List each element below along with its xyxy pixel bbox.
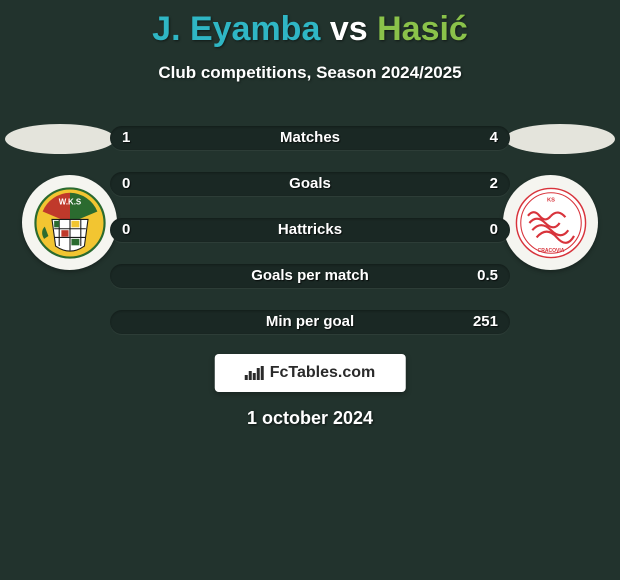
svg-text:W.K.S: W.K.S [58, 197, 80, 206]
svg-text:CRACOVIA: CRACOVIA [537, 247, 564, 253]
stat-label: Goals [110, 172, 510, 196]
player1-photo-placeholder [5, 124, 115, 154]
credit-text: FcTables.com [270, 364, 376, 382]
player2-name: Hasić [377, 10, 468, 48]
stat-right-value: 2 [490, 172, 498, 196]
stat-bars: 1 Matches 4 0 Goals 2 0 Hattricks 0 Goal… [110, 126, 510, 356]
stat-bar: Min per goal 251 [110, 310, 510, 334]
page-title: J. Eyamba vs Hasić [0, 0, 620, 49]
stat-label: Matches [110, 126, 510, 150]
stat-label: Min per goal [110, 310, 510, 334]
player1-name: J. Eyamba [152, 10, 320, 48]
subtitle: Club competitions, Season 2024/2025 [0, 63, 620, 83]
stat-bar: 1 Matches 4 [110, 126, 510, 150]
player1-club-crest: W.K.S [22, 175, 117, 270]
wks-crest-icon: W.K.S [34, 187, 106, 259]
stat-right-value: 0.5 [477, 264, 498, 288]
credit-badge: FcTables.com [215, 354, 406, 392]
stat-right-value: 251 [473, 310, 498, 334]
cracovia-crest-icon: KS CRACOVIA [515, 187, 587, 259]
player2-club-crest: KS CRACOVIA [503, 175, 598, 270]
svg-text:KS: KS [547, 197, 555, 203]
bars-icon [245, 366, 264, 380]
stat-right-value: 4 [490, 126, 498, 150]
stat-right-value: 0 [490, 218, 498, 242]
stat-bar: 0 Hattricks 0 [110, 218, 510, 242]
date-text: 1 october 2024 [0, 408, 620, 429]
stat-bar: Goals per match 0.5 [110, 264, 510, 288]
vs-text: vs [330, 10, 368, 48]
stat-label: Hattricks [110, 218, 510, 242]
stat-label: Goals per match [110, 264, 510, 288]
comparison-infographic: J. Eyamba vs Hasić Club competitions, Se… [0, 0, 620, 580]
stat-bar: 0 Goals 2 [110, 172, 510, 196]
player2-photo-placeholder [505, 124, 615, 154]
